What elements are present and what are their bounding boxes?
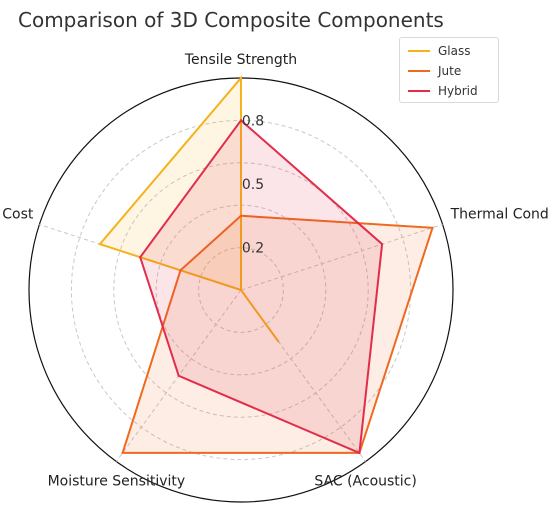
grid-circle-2 (113, 162, 369, 418)
series-point-jute-3 (121, 451, 124, 454)
radial-tick-label-0: 0.2 (242, 241, 264, 257)
legend-swatch-glass (408, 50, 430, 52)
legend-item-glass: Glass (408, 42, 471, 60)
chart-title: Comparison of 3D Composite Components (18, 8, 444, 32)
legend-swatch-jute (408, 70, 430, 72)
series-point-jute-1 (431, 226, 434, 229)
axis-label-thermal-conductivity: Thermal Conductivity (450, 206, 550, 222)
legend-item-hybrid: Hybrid (408, 82, 478, 100)
series-layer (98, 75, 434, 455)
series-point-glass-3 (240, 289, 242, 291)
series-line-hybrid (139, 118, 384, 455)
series-area-jute (122, 215, 433, 453)
series-point-glass-0 (240, 77, 242, 79)
label-layer: 0.2 0.5 0.8 Tensile Strength Thermal Conduct… (2, 52, 550, 490)
series-point-hybrid-0 (240, 119, 242, 122)
axis-spoke-1 (240, 224, 443, 291)
legend-label-hybrid: Hybrid (438, 84, 478, 98)
series-line-glass (98, 75, 280, 343)
series-point-jute-4 (179, 269, 182, 272)
axis-label-moisture-sensitivity: Moisture Sensitivity (48, 474, 186, 490)
grid-circle-1 (155, 204, 327, 376)
series-point-hybrid-2 (358, 451, 361, 454)
legend-label-glass: Glass (438, 44, 471, 58)
legend-label-jute: Jute (438, 64, 462, 78)
series-area-glass (99, 78, 279, 342)
axis-label-sac-acoustic: SAC (Acoustic) (314, 474, 416, 490)
axis-label-tensile-strength: Tensile Strength (184, 52, 297, 68)
series-point-jute-0 (240, 214, 242, 217)
legend-item-jute: Jute (408, 62, 461, 80)
legend: Glass Jute Hybrid (399, 37, 499, 103)
axis-label-cost: Cost (2, 206, 34, 222)
series-point-hybrid-1 (381, 243, 384, 246)
series-point-hybrid-4 (139, 256, 142, 259)
series-point-glass-4 (98, 243, 101, 246)
legend-swatch-hybrid (408, 90, 430, 92)
radial-tick-label-2: 0.8 (242, 113, 264, 129)
series-point-hybrid-3 (177, 374, 180, 377)
radial-tick-label-1: 0.5 (242, 177, 264, 193)
series-point-glass-2 (277, 340, 280, 343)
series-area-hybrid (140, 120, 383, 453)
series-line-jute (121, 214, 434, 454)
